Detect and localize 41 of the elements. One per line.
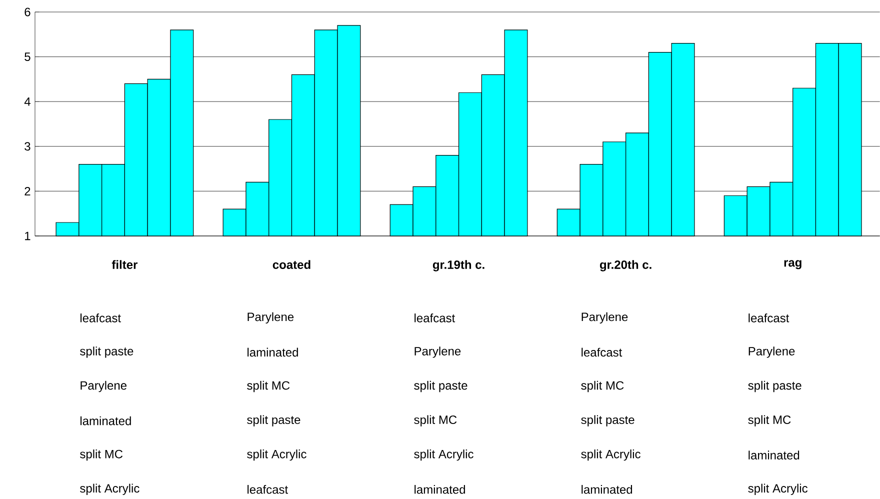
text: split paste (414, 380, 468, 392)
text: split paste (748, 380, 802, 392)
text: laminated (80, 416, 131, 426)
text: leafcast (80, 314, 121, 322)
text: split MC (748, 415, 791, 426)
text: split Acrylic (247, 450, 306, 461)
x-tick-label: rag (784, 260, 802, 270)
text: split MC (247, 380, 290, 392)
text: split paste (80, 346, 134, 358)
x-tick-label: gr.19th c. (432, 260, 484, 272)
text: split Acrylic (414, 450, 474, 461)
text: Parylene (582, 312, 628, 324)
text: split MC (414, 415, 457, 426)
text: split MC (80, 450, 123, 461)
text: split paste (247, 415, 300, 426)
text: split Acrylic (748, 484, 808, 495)
text: Parylene (414, 346, 461, 358)
x-tick-label: gr.20th c. (600, 260, 652, 272)
text: leafcast (414, 314, 456, 322)
y-tick-label: 4 (24, 97, 30, 106)
x-tick-label: filter (112, 260, 138, 269)
y-tick-label: 5 (24, 52, 30, 61)
text: Parylene (748, 346, 795, 358)
text: laminated (582, 484, 632, 494)
x-tick-label: coated (272, 260, 310, 269)
text: leafcast (748, 314, 790, 322)
text: split paste (581, 415, 634, 426)
text: leafcast (248, 484, 288, 494)
y-tick-label: 3 (24, 142, 30, 151)
text: split Acrylic (80, 484, 140, 495)
text: laminated (248, 348, 298, 357)
text: laminated (414, 484, 466, 494)
y-tick-label: 1 (25, 232, 30, 240)
text: split Acrylic (581, 450, 640, 461)
y-tick-label: 2 (24, 186, 30, 196)
text: laminated (748, 450, 800, 460)
text: Parylene (248, 312, 294, 324)
y-tick-label: 6 (24, 8, 30, 16)
text: leafcast (582, 348, 622, 357)
text: Parylene (80, 380, 127, 392)
text: split MC (581, 380, 624, 392)
